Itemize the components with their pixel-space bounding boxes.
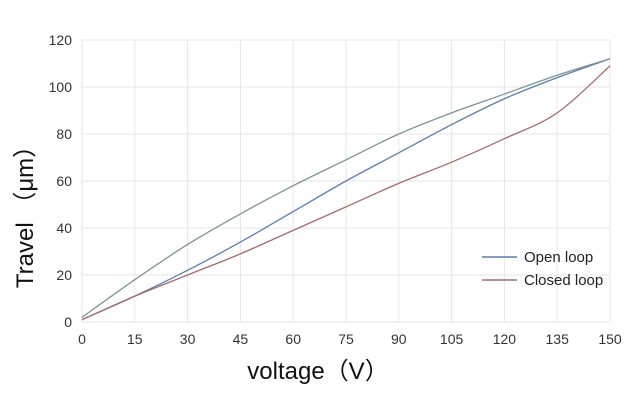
x-tick-label: 90 bbox=[391, 331, 407, 347]
y-tick-label: 60 bbox=[56, 173, 72, 189]
x-tick-label: 150 bbox=[598, 331, 622, 347]
x-tick-label: 30 bbox=[180, 331, 196, 347]
y-tick-label: 0 bbox=[64, 314, 72, 330]
legend-label-open-loop: Open loop bbox=[524, 249, 593, 266]
x-tick-label: 45 bbox=[233, 331, 249, 347]
legend: Open loop Closed loop bbox=[482, 249, 603, 289]
y-tick-label: 40 bbox=[56, 220, 72, 236]
x-tick-label: 120 bbox=[493, 331, 517, 347]
x-tick-label: 0 bbox=[78, 331, 86, 347]
y-tick-label: 20 bbox=[56, 267, 72, 283]
x-tick-label: 15 bbox=[127, 331, 143, 347]
x-tick-label: 105 bbox=[440, 331, 464, 347]
y-tick-label: 120 bbox=[49, 32, 73, 48]
x-axis-label: voltage（V） bbox=[247, 358, 388, 385]
x-tick-label: 135 bbox=[546, 331, 570, 347]
series-line-2 bbox=[81, 65, 611, 321]
y-tick-label: 80 bbox=[56, 126, 72, 142]
x-tick-label: 75 bbox=[338, 331, 354, 347]
series-line-1 bbox=[81, 58, 611, 321]
y-axis-label: Travel （μm） bbox=[12, 134, 39, 288]
legend-label-closed-loop: Closed loop bbox=[524, 272, 603, 289]
y-tick-label: 100 bbox=[49, 79, 73, 95]
tick-labels: 0 20 40 60 80 100 120 0 15 30 45 60 75 90 105 120 135 150 bbox=[49, 32, 622, 347]
series-lines bbox=[81, 58, 611, 321]
series-line-3 bbox=[81, 58, 611, 318]
x-tick-label: 60 bbox=[285, 331, 301, 347]
